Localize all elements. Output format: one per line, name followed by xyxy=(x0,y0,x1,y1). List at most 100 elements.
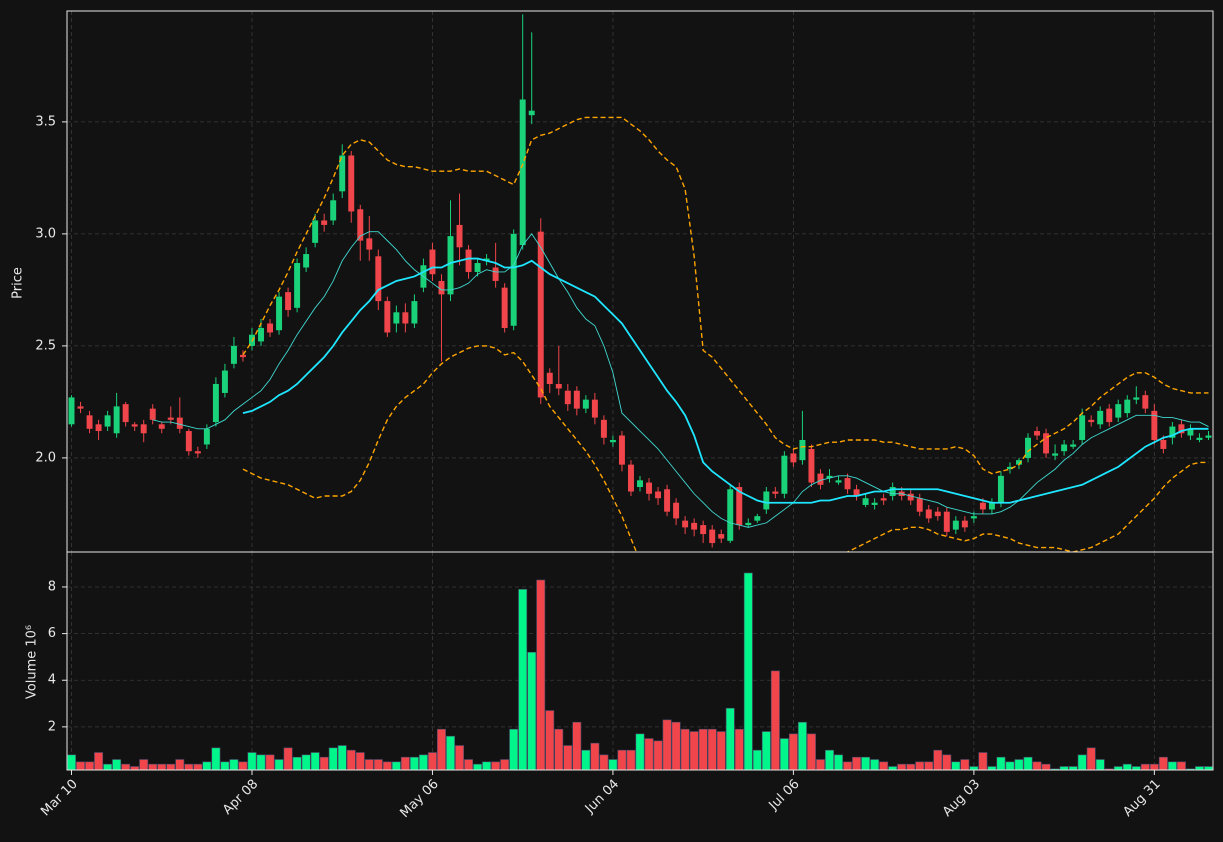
candle-body xyxy=(339,155,346,192)
volume-bar xyxy=(509,728,519,770)
indicator-line xyxy=(152,231,1209,528)
volume-bar xyxy=(428,752,437,770)
candle-body xyxy=(276,296,283,331)
candle-body xyxy=(564,390,571,405)
candle-body xyxy=(122,404,129,423)
candle-body xyxy=(799,439,806,461)
volume-bar xyxy=(1014,759,1024,770)
candle-body xyxy=(1178,424,1185,434)
volume-tick-label: 2 xyxy=(48,719,56,734)
candle-body xyxy=(817,473,824,485)
volume-bar xyxy=(202,761,212,770)
volume-bar xyxy=(418,754,428,770)
candle-body xyxy=(1016,460,1022,465)
candle-body xyxy=(1196,437,1203,440)
volume-bar xyxy=(752,749,762,770)
volume-bar xyxy=(942,754,952,770)
volume-bar xyxy=(247,752,257,770)
y-tick-label: 3.0 xyxy=(35,226,56,241)
volume-bar xyxy=(148,763,158,770)
candle-body xyxy=(411,301,418,324)
candle-body xyxy=(627,464,634,492)
volume-bar xyxy=(671,721,681,770)
candle-body xyxy=(194,451,201,454)
volume-bar xyxy=(581,749,591,770)
volume-bar xyxy=(572,721,582,770)
volume-bar xyxy=(491,761,501,770)
candle-body xyxy=(573,390,580,409)
volume-bar xyxy=(130,766,140,770)
volume-bar xyxy=(274,759,284,770)
candle-body xyxy=(113,406,120,434)
candle-body xyxy=(925,509,932,519)
candle-body xyxy=(1079,415,1086,440)
candle-body xyxy=(555,383,562,389)
volume-bar xyxy=(437,728,446,770)
candle-body xyxy=(303,254,310,268)
candle-body xyxy=(230,345,237,364)
candle-body xyxy=(501,287,508,328)
candle-body xyxy=(609,439,616,443)
volume-bar xyxy=(834,754,843,770)
candle-body xyxy=(655,491,662,499)
candle-body xyxy=(95,424,102,432)
volume-bar xyxy=(563,745,573,770)
volume-tick-label: 6 xyxy=(48,626,56,641)
candle-body xyxy=(510,233,517,326)
volume-bar xyxy=(734,728,744,770)
volume-bar xyxy=(599,754,609,770)
candle-body xyxy=(1205,435,1212,438)
volume-bar xyxy=(527,651,537,770)
candle-body xyxy=(709,529,716,544)
volume-frame xyxy=(66,551,1214,771)
candle-body xyxy=(456,224,463,248)
volume-bar xyxy=(319,756,329,770)
volume-bar xyxy=(382,761,392,770)
volume-bar xyxy=(888,766,898,770)
volume-bar xyxy=(67,754,76,770)
candle-body xyxy=(591,399,598,418)
volume-bar xyxy=(518,589,528,770)
candle-body xyxy=(871,502,878,505)
volume-bar xyxy=(211,747,221,770)
candle-body xyxy=(1088,419,1095,423)
candle-body xyxy=(1142,395,1149,409)
candle-body xyxy=(943,511,950,532)
candle-body xyxy=(618,435,625,465)
candle-body xyxy=(673,502,680,519)
candle-body xyxy=(1052,453,1059,456)
candle-body xyxy=(826,475,833,479)
volume-bar xyxy=(1023,756,1033,770)
candle-body xyxy=(1097,410,1104,425)
candle-body xyxy=(1115,404,1122,418)
volume-bar xyxy=(292,756,302,770)
volume-bar xyxy=(816,759,825,770)
candle-body xyxy=(907,493,914,501)
candle-body xyxy=(149,408,156,420)
volume-bar xyxy=(969,766,979,770)
candle-body xyxy=(970,516,977,519)
volume-bar xyxy=(1068,766,1078,770)
volume-bar xyxy=(617,749,627,770)
volume-bar xyxy=(725,707,735,770)
volume-bar xyxy=(770,670,780,770)
volume-bar xyxy=(1140,763,1150,770)
grid xyxy=(67,11,1213,770)
candle-body xyxy=(384,301,391,333)
volume-bar xyxy=(960,759,970,770)
candle-body xyxy=(465,249,472,272)
volume-bar xyxy=(1113,766,1123,770)
candle-body xyxy=(988,502,995,510)
volume-bar xyxy=(996,756,1006,770)
volume-bar xyxy=(139,759,149,770)
candle-body xyxy=(853,489,860,496)
volume-bar xyxy=(987,766,997,770)
candle-body xyxy=(357,209,364,241)
candle-body xyxy=(1025,437,1031,458)
volume-bar xyxy=(175,759,185,770)
candle-body xyxy=(1034,431,1041,436)
volume-bar xyxy=(1122,763,1132,770)
candle-body xyxy=(131,424,138,427)
volume-bar xyxy=(870,759,880,770)
